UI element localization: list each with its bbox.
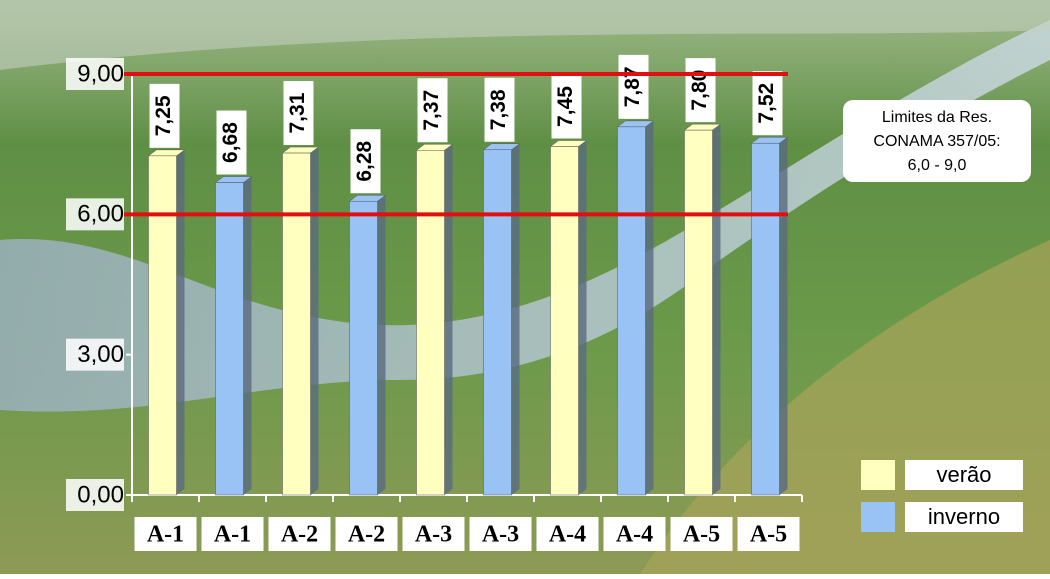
x-tick-label-box <box>134 517 197 551</box>
value-label: 7,37 <box>420 90 443 131</box>
bar-side <box>712 124 721 495</box>
x-tick-label: A-5 <box>750 522 787 548</box>
x-tick-label: A-3 <box>415 522 452 548</box>
value-label: 7,38 <box>487 89 510 130</box>
value-label-box <box>484 77 515 142</box>
value-label: 7,87 <box>621 66 644 107</box>
river <box>0 20 1050 412</box>
bar-group <box>683 123 722 496</box>
value-label: 7,52 <box>755 83 778 124</box>
value-label: 7,45 <box>554 86 577 127</box>
bar <box>617 126 646 496</box>
sky <box>0 0 1050 70</box>
y-tick-label: 3,00 <box>77 341 124 368</box>
y-tick-label-box <box>66 479 124 511</box>
value-label: 6,28 <box>353 140 376 181</box>
bar-side <box>444 144 453 495</box>
x-tick-label: A-3 <box>482 522 519 548</box>
value-label-box <box>149 83 180 148</box>
y-tick-label-box <box>66 338 124 371</box>
bar <box>282 152 311 496</box>
annotation-box <box>843 100 1031 182</box>
value-label: 6,68 <box>219 122 242 163</box>
legend-swatch <box>861 502 895 532</box>
bar-side <box>779 137 788 495</box>
bar-group <box>147 149 186 496</box>
hillside <box>640 240 1050 574</box>
bar-group <box>482 143 521 496</box>
bar-side <box>243 176 252 495</box>
bar <box>148 155 177 496</box>
bar <box>483 149 512 496</box>
bar-side <box>176 149 185 495</box>
y-tick-label: 9,00 <box>77 60 124 87</box>
bar-side <box>511 143 520 495</box>
bar-side <box>645 120 654 495</box>
x-tick-label: A-4 <box>616 522 653 548</box>
bar <box>349 200 378 496</box>
y-tick-label-box <box>66 198 124 231</box>
value-label-box <box>551 74 582 139</box>
bar-side <box>310 147 319 495</box>
value-label-box <box>283 81 314 146</box>
bar <box>215 182 244 496</box>
x-tick-label-box <box>469 517 532 551</box>
value-label-box <box>216 110 247 175</box>
bar <box>684 129 713 496</box>
legend-label: verão <box>936 462 991 487</box>
bar-group <box>348 194 387 496</box>
value-label-box <box>417 78 448 143</box>
value-label: 7,25 <box>152 95 175 136</box>
bar-group <box>415 143 454 496</box>
x-tick-label-box <box>603 517 666 551</box>
y-tick-label: 6,00 <box>77 201 124 228</box>
value-label-box <box>752 71 783 136</box>
x-tick-label-box <box>737 517 800 551</box>
y-tick-label: 0,00 <box>77 481 124 508</box>
bar-group <box>750 136 789 496</box>
bar-group <box>549 140 588 496</box>
x-tick-label-box <box>201 517 264 551</box>
value-label: 7,31 <box>286 92 309 133</box>
bar-side <box>377 195 386 496</box>
legend-label: inverno <box>928 504 1000 529</box>
x-tick-label: A-4 <box>549 522 586 548</box>
x-tick-label: A-1 <box>147 522 184 548</box>
legend-label-box <box>905 502 1023 532</box>
x-tick-label: A-2 <box>281 522 318 548</box>
bar-group <box>616 120 655 496</box>
bar-group <box>214 176 253 496</box>
value-label: 7,80 <box>688 70 711 111</box>
y-tick-label-box <box>66 58 124 90</box>
bar <box>416 149 445 496</box>
x-tick-label-box <box>268 517 331 551</box>
x-tick-label-box <box>670 517 733 551</box>
annotation-text: CONAMA 357/05: <box>873 133 1000 150</box>
annotation-text: 6,0 - 9,0 <box>908 157 967 174</box>
x-tick-label-box <box>536 517 599 551</box>
x-tick-label: A-2 <box>348 522 385 548</box>
bar-group <box>281 146 320 496</box>
value-label-box <box>685 58 716 123</box>
value-label-box <box>350 129 381 194</box>
value-label-box <box>618 54 649 119</box>
x-tick-label: A-5 <box>683 522 720 548</box>
bar-side <box>578 140 587 495</box>
x-tick-label-box <box>402 517 465 551</box>
legend-label-box <box>905 460 1023 490</box>
annotation-text: Limites da Res. <box>882 109 992 126</box>
legend-swatch <box>861 460 895 490</box>
x-tick-label-box <box>335 517 398 551</box>
x-tick-label: A-1 <box>214 522 251 548</box>
bar <box>751 142 780 496</box>
bar <box>550 146 579 496</box>
